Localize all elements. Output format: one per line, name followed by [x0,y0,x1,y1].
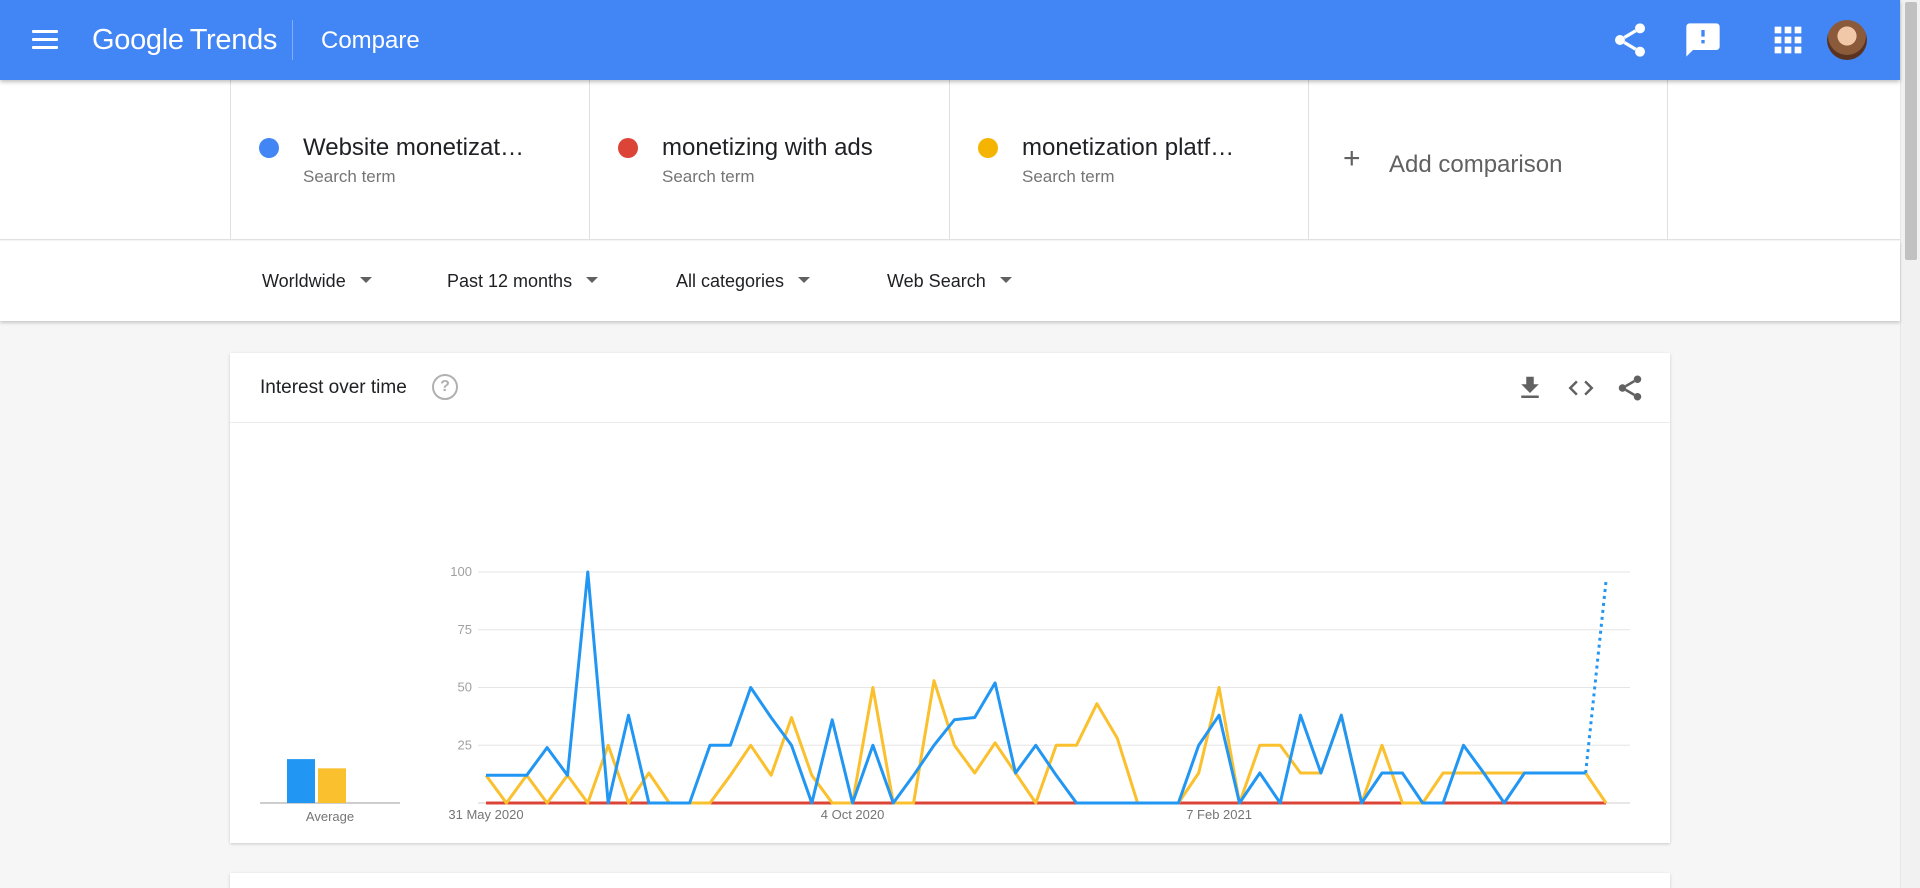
caret-down-icon [359,277,372,284]
share-icon[interactable] [1610,20,1650,60]
term-name: monetization platf… [1022,134,1235,161]
comparison-terms-bar: Website monetizat… Search term monetizin… [0,80,1900,240]
apps-icon[interactable] [1768,20,1808,60]
category-dropdown[interactable]: All categories [676,271,811,292]
embed-code-icon[interactable] [1566,373,1596,403]
google-trends-logo[interactable]: Google Trends [92,24,277,57]
card-header: Interest over time ? [230,353,1670,423]
add-comparison-button[interactable]: + Add comparison [1308,80,1668,240]
time-range-dropdown[interactable]: Past 12 months [447,271,599,292]
category-value: All categories [676,271,785,291]
logo-google-text: Google [92,24,184,56]
feedback-icon[interactable] [1683,20,1723,60]
interest-over-time-card: Interest over time ? Average 100 75 50 25 31… [230,353,1670,843]
average-label: Average [306,809,354,824]
card-title: Interest over time [260,377,407,398]
y-tick-label: 50 [458,680,472,695]
logo-trends-text: Trends [189,24,278,56]
region-value: Worldwide [262,271,346,291]
avatar[interactable] [1827,20,1867,60]
filter-bar: Worldwide Past 12 months All categories … [0,241,1900,321]
x-tick-label: 4 Oct 2020 [821,807,885,822]
page-scrollbar[interactable] [1900,0,1920,888]
interest-over-time-chart: Average 100 75 50 25 31 May 2020 4 Oct 2020 7 … [260,564,1630,824]
term-type: Search term [662,167,755,186]
term-color-dot [978,138,998,158]
page-title: Compare [321,27,420,54]
caret-down-icon [999,277,1012,284]
download-icon[interactable] [1515,373,1545,403]
term-3[interactable]: monetization platf… Search term [949,80,1308,240]
share-icon[interactable] [1615,373,1645,403]
caret-down-icon [586,277,599,284]
term-name: Website monetizat… [303,134,524,161]
term-type: Search term [1022,167,1115,186]
search-type-dropdown[interactable]: Web Search [887,271,1012,292]
app-header: Google Trends Compare [0,0,1900,80]
y-tick-label: 75 [458,622,472,637]
next-card [230,873,1670,888]
help-icon[interactable]: ? [432,374,458,400]
header-divider [292,20,293,60]
average-bar[interactable] [318,768,346,803]
average-bar[interactable] [287,759,315,803]
menu-icon[interactable] [28,26,62,54]
time-range-value: Past 12 months [447,271,573,291]
term-name: monetizing with ads [662,134,873,161]
series-line[interactable] [484,679,1608,805]
series-partial-segment [1584,581,1608,774]
plus-icon: + [1343,142,1361,175]
x-tick-label: 7 Feb 2021 [1186,807,1252,822]
term-type: Search term [303,167,396,186]
y-tick-label: 100 [450,564,472,579]
region-dropdown[interactable]: Worldwide [262,271,372,292]
y-tick-label: 25 [458,737,472,752]
term-color-dot [618,138,638,158]
term-2[interactable]: monetizing with ads Search term [589,80,948,240]
x-tick-label: 31 May 2020 [448,807,523,822]
add-comparison-label: Add comparison [1389,151,1563,178]
scrollbar-thumb[interactable] [1905,2,1917,260]
term-color-dot [259,138,279,158]
caret-down-icon [798,277,811,284]
search-type-value: Web Search [887,271,986,291]
term-1[interactable]: Website monetizat… Search term [230,80,589,240]
series-line[interactable] [486,570,1586,805]
